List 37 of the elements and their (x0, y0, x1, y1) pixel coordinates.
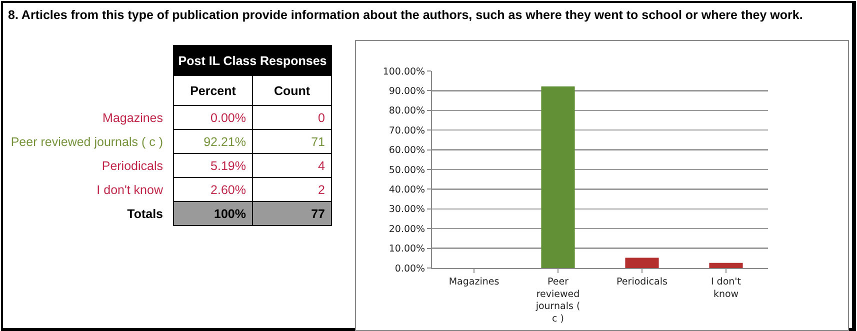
x-tick-label: Periodicals (616, 276, 668, 288)
bar (541, 86, 575, 268)
y-tick-label: 80.00% (388, 106, 426, 117)
data-label: 2 (252, 178, 332, 202)
text: 77 (311, 206, 325, 220)
text: Totals (126, 206, 164, 222)
data-label: 71 (252, 130, 332, 154)
text: 92.21% (204, 134, 246, 148)
text: Count (252, 76, 332, 106)
y-tick-label: 20.00% (388, 224, 426, 235)
category-label: Periodicals (100, 158, 164, 174)
x-tick-label: I don't know (710, 276, 742, 300)
category-label: I don't know (96, 182, 164, 198)
text: 2.60% (210, 182, 246, 196)
x-tick-label: Peer reviewed journals ( c ) (534, 276, 580, 324)
y-tick-label: 10.00% (388, 244, 426, 255)
text: 100% (214, 206, 246, 220)
y-tick-label: 0.00% (394, 263, 426, 274)
text: Post IL Class Responses (174, 46, 332, 76)
category-label: Magazines (102, 110, 164, 127)
y-tick-label: 50.00% (388, 164, 426, 176)
category-label: Peer reviewed journals ( c ) (10, 134, 164, 151)
text: 5.19% (210, 158, 246, 172)
data-label: 4 (252, 154, 332, 178)
bar (709, 262, 743, 268)
y-tick-label: 60.00% (388, 145, 426, 156)
text: Percent (174, 76, 252, 106)
y-tick-label: 30.00% (388, 204, 426, 216)
text: 8. Articles from this type of publication provide information about the authors, such as where they went to school or where they work. (8, 8, 803, 22)
y-tick-label: 70.00% (388, 125, 426, 136)
bar (625, 258, 659, 268)
y-tick-label: 100.00% (382, 66, 426, 78)
text: 0.00% (210, 110, 246, 124)
data-label: 0 (252, 106, 332, 130)
x-tick-label: Magazines (448, 276, 500, 288)
y-tick-label: 90.00% (388, 86, 426, 98)
y-tick-label: 40.00% (388, 184, 426, 196)
